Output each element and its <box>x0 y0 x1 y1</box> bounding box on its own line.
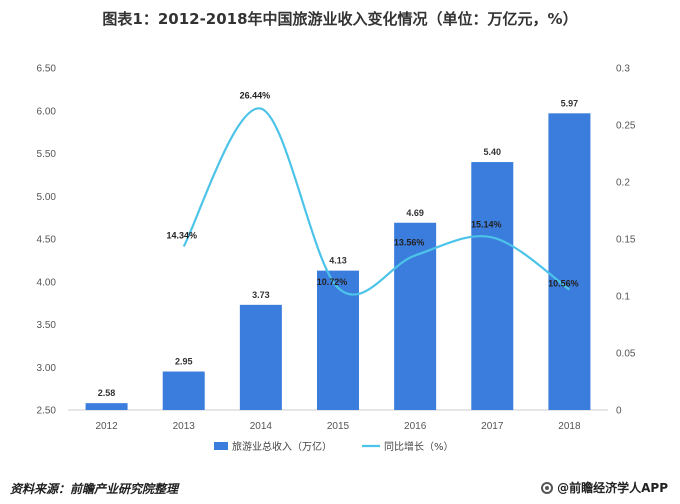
brand-logo-icon <box>541 481 554 494</box>
y-right-tick-label: 0.05 <box>616 349 636 360</box>
x-tick-label: 2013 <box>173 421 196 432</box>
bar-value-label: 4.69 <box>406 208 424 218</box>
growth-value-label: 10.56% <box>548 279 579 289</box>
bar <box>85 403 128 410</box>
growth-value-label: 15.14% <box>471 219 502 229</box>
y-right-tick-label: 0 <box>616 406 622 417</box>
growth-line: 14.34% 26.44% 10.72% 13.56% 15.14% 10.56% <box>166 91 579 296</box>
chart-title: 图表1：2012-2018年中国旅游业收入变化情况（单位：万亿元，%） <box>102 10 578 28</box>
y-left-tick-label: 2.50 <box>37 406 57 417</box>
bar-value-label: 4.13 <box>329 256 347 266</box>
bar <box>162 371 205 410</box>
y-right-tick-label: 0.3 <box>616 64 630 75</box>
growth-value-label: 14.34% <box>166 231 197 241</box>
bar <box>239 304 282 410</box>
x-tick-label: 2012 <box>95 421 118 432</box>
bar-value-label: 2.95 <box>175 357 193 367</box>
brand-mark: @前瞻经济学人APP <box>541 479 668 496</box>
legend-bar-label: 旅游业总收入（万亿） <box>232 440 332 453</box>
y-left-tick-label: 5.50 <box>37 149 57 160</box>
bar <box>548 113 591 410</box>
x-tick-label: 2017 <box>481 421 504 432</box>
y-left-tick-label: 3.50 <box>37 320 57 331</box>
y-right-tick-label: 0.25 <box>616 121 636 132</box>
legend-bar-swatch <box>214 442 228 450</box>
legend: 旅游业总收入（万亿） 同比增长（%） <box>214 440 454 453</box>
y-left-tick-label: 6.00 <box>37 106 57 117</box>
bar-value-label: 2.58 <box>98 388 116 398</box>
growth-value-label: 13.56% <box>394 237 425 247</box>
bar-value-label: 3.73 <box>252 290 270 300</box>
x-tick-label: 2018 <box>558 421 581 432</box>
y-right-tick-label: 0.1 <box>616 292 630 303</box>
bar-value-label: 5.97 <box>561 98 579 108</box>
brand-text: @前瞻经济学人APP <box>557 481 668 495</box>
bar <box>317 270 359 410</box>
bar <box>471 162 514 410</box>
growth-value-label: 26.44% <box>240 91 271 101</box>
y-left-tick-label: 6.50 <box>37 64 57 75</box>
growth-line-path <box>182 107 571 296</box>
x-tick-label: 2015 <box>327 421 350 432</box>
y-left-tick-label: 4.50 <box>37 235 57 246</box>
x-tick-label: 2016 <box>404 421 427 432</box>
y-left-tick-label: 4.00 <box>37 277 57 288</box>
y-left-tick-label: 3.00 <box>37 363 57 374</box>
bar-value-label: 5.40 <box>484 147 502 157</box>
source-note: 资料来源：前瞻产业研究院整理 <box>10 482 179 496</box>
x-tick-label: 2014 <box>250 421 273 432</box>
bars: 2.58 2.95 3.73 4.13 4.69 5.40 5.97 <box>85 98 591 410</box>
legend-line-label: 同比增长（%） <box>384 440 454 453</box>
y-right-tick-label: 0.15 <box>616 235 636 246</box>
bar <box>394 222 437 410</box>
growth-value-label: 10.72% <box>317 277 348 287</box>
y-right-tick-label: 0.2 <box>616 178 630 189</box>
y-left-tick-label: 5.00 <box>37 192 57 203</box>
